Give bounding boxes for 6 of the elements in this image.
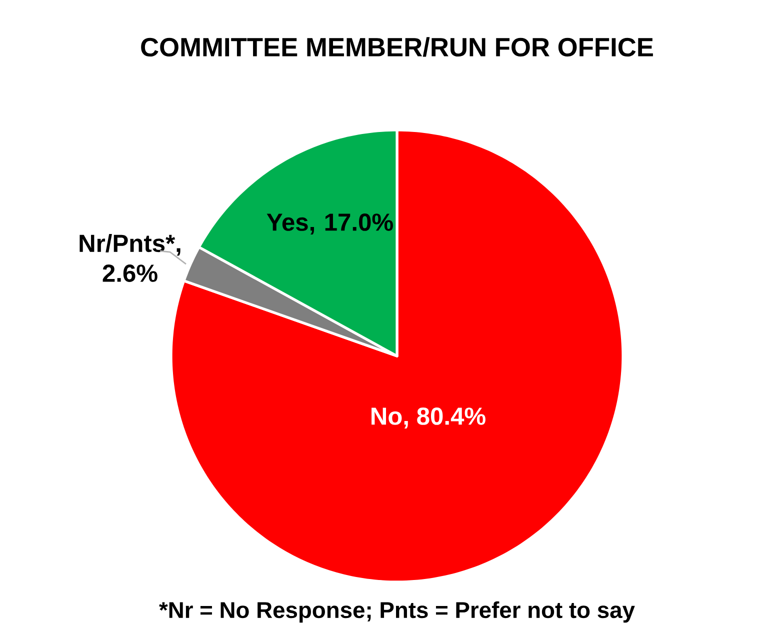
slice-label: No [372,408,402,425]
data-label: , 17.0% [310,213,393,234]
text: *Nr = No Response; Pnts = Prefer not to say [159,601,635,623]
chart-title: COMMITTEE MEMBER/RUN FOR OFFICE [141,37,653,57]
data-label: , 80.4% [404,407,486,428]
slice-label: Yes [266,214,308,231]
